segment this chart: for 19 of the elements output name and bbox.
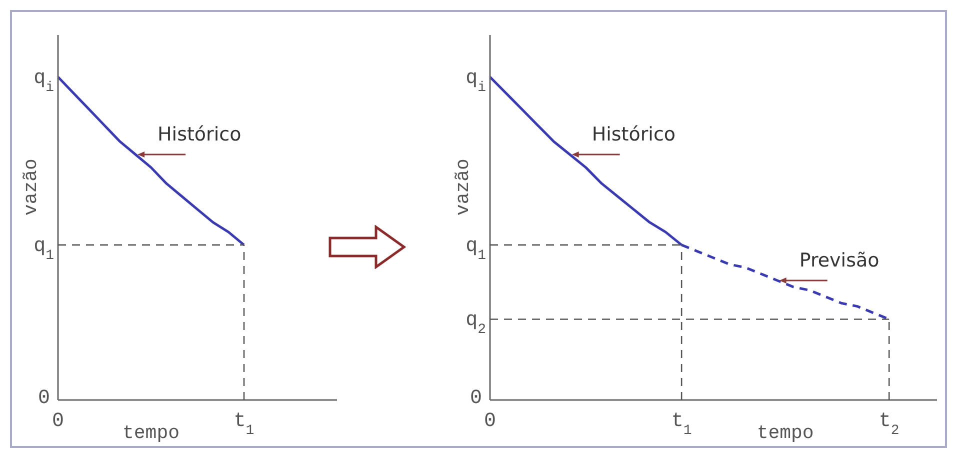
y-axis-title: vazão [452,158,474,216]
text: 0 [470,387,482,410]
annotation: Histórico [592,124,676,146]
annotation: q$_{i}$ [466,66,486,96]
annotation: Histórico [158,124,242,146]
ref-line-label: q$_{1}$ [466,234,486,264]
x-axis-title: tempo [756,422,814,444]
ref-line-label: q$_{2}$ [466,309,486,338]
annotation: q$_{i}$ [34,66,54,96]
y-axis-title: vazão [20,158,42,216]
ref-line-label: q$_{1}$ [34,234,54,264]
x-tick-label: t$_{2}$ [878,410,900,439]
text: 0 [38,387,50,410]
x-tick-label: 0 [52,410,64,433]
x-tick-label: 0 [484,410,496,433]
annotation: Previsão [799,249,880,272]
x-tick-label: t$_{1}$ [671,410,692,439]
x-axis-title: tempo [122,422,180,444]
x-tick-label: t$_{1}$ [234,410,254,439]
